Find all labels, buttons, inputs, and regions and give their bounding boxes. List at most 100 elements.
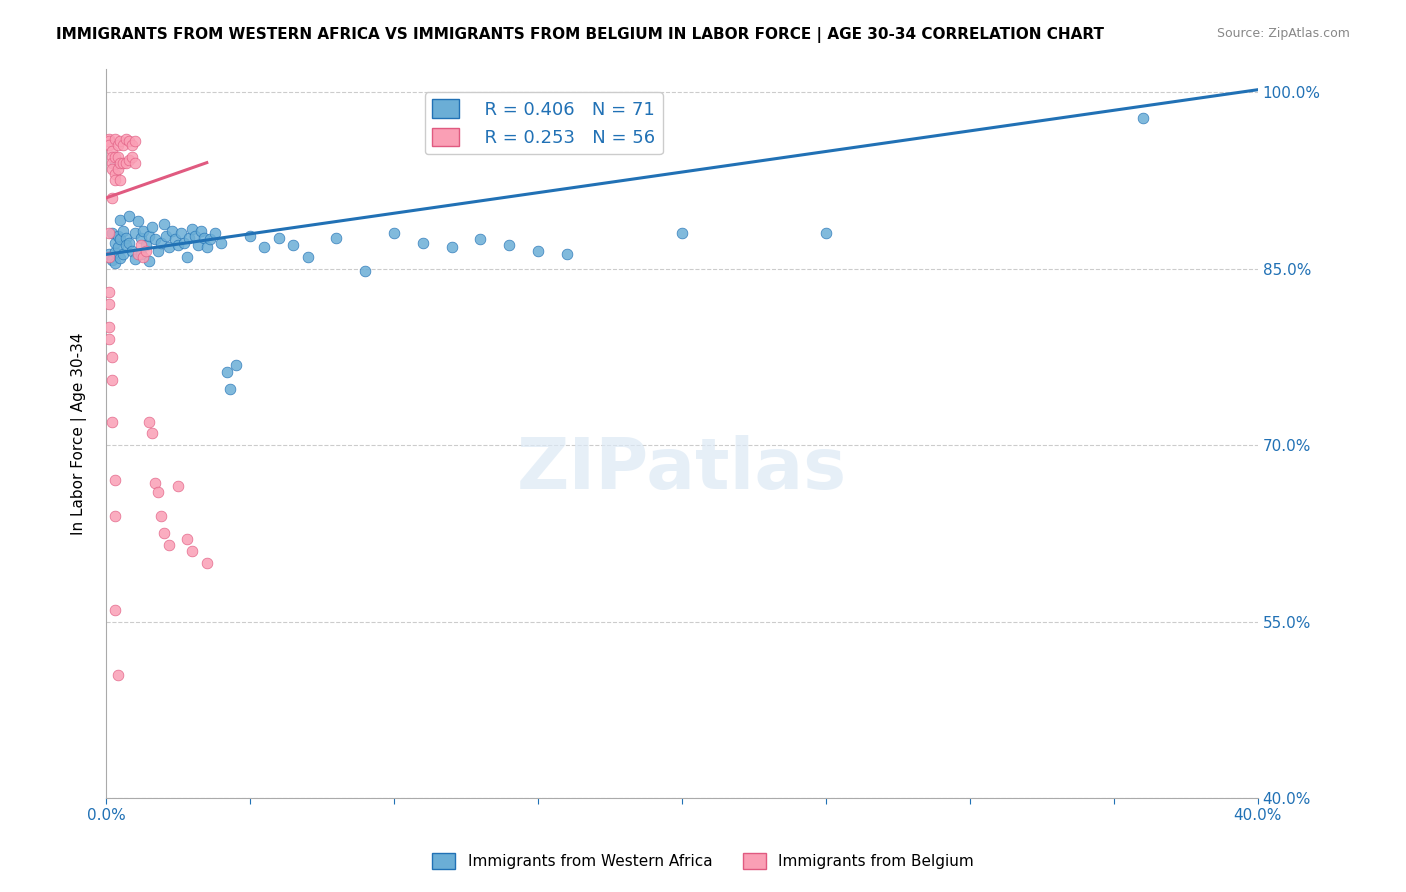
Point — [176, 250, 198, 264]
Point — [160, 224, 183, 238]
Point — [112, 247, 135, 261]
Point — [112, 155, 135, 169]
Point — [104, 235, 127, 250]
Point — [132, 250, 155, 264]
Point — [135, 244, 157, 258]
Point — [100, 253, 122, 268]
Point — [165, 232, 187, 246]
Point — [195, 240, 218, 254]
Point — [100, 150, 122, 164]
Point — [239, 228, 262, 243]
Text: Source: ZipAtlas.com: Source: ZipAtlas.com — [1216, 27, 1350, 40]
Point — [527, 244, 550, 258]
Point — [121, 150, 143, 164]
Point — [143, 475, 166, 490]
Text: ZIPatlas: ZIPatlas — [517, 435, 846, 504]
Point — [555, 247, 578, 261]
Point — [121, 138, 143, 153]
Point — [118, 153, 141, 168]
Point — [104, 150, 127, 164]
Point — [152, 526, 174, 541]
Point — [112, 138, 135, 153]
Point — [110, 251, 132, 265]
Point — [104, 245, 127, 260]
Point — [184, 228, 207, 243]
Point — [135, 238, 157, 252]
Point — [100, 415, 122, 429]
Point — [149, 508, 172, 523]
Point — [100, 155, 122, 169]
Point — [118, 235, 141, 250]
Point — [104, 168, 127, 182]
Point — [100, 226, 122, 240]
Point — [170, 226, 193, 240]
Point — [671, 226, 693, 240]
Point — [138, 415, 160, 429]
Point — [107, 240, 129, 254]
Point — [253, 240, 276, 254]
Point — [104, 155, 127, 169]
Point — [110, 173, 132, 187]
Point — [97, 250, 120, 264]
Point — [181, 221, 204, 235]
Point — [107, 161, 129, 176]
Point — [193, 231, 215, 245]
Point — [173, 235, 195, 250]
Point — [104, 255, 127, 269]
Point — [118, 209, 141, 223]
Point — [97, 332, 120, 346]
Point — [141, 220, 163, 235]
Point — [354, 264, 377, 278]
Point — [104, 132, 127, 146]
Point — [115, 155, 138, 169]
Point — [283, 238, 305, 252]
Point — [118, 135, 141, 149]
Point — [127, 214, 149, 228]
Point — [498, 238, 520, 252]
Point — [146, 485, 169, 500]
Point — [132, 224, 155, 238]
Point — [209, 235, 232, 250]
Point — [176, 532, 198, 546]
Point — [115, 231, 138, 245]
Point — [107, 228, 129, 243]
Point — [198, 232, 221, 246]
Text: IMMIGRANTS FROM WESTERN AFRICA VS IMMIGRANTS FROM BELGIUM IN LABOR FORCE | AGE 3: IMMIGRANTS FROM WESTERN AFRICA VS IMMIGR… — [56, 27, 1104, 43]
Point — [190, 224, 212, 238]
Point — [218, 382, 240, 396]
Point — [215, 365, 238, 379]
Point — [129, 238, 152, 252]
Point — [110, 232, 132, 246]
Point — [167, 479, 190, 493]
Point — [155, 228, 177, 243]
Point — [97, 297, 120, 311]
Point — [141, 426, 163, 441]
Point — [440, 240, 463, 254]
Point — [97, 135, 120, 149]
Point — [110, 155, 132, 169]
Point — [124, 135, 146, 149]
Point — [157, 538, 180, 552]
Point — [470, 232, 492, 246]
Point — [97, 285, 120, 299]
Point — [267, 231, 290, 245]
Point — [138, 254, 160, 268]
Point — [97, 226, 120, 240]
Point — [104, 508, 127, 523]
Point — [100, 144, 122, 158]
Point — [100, 191, 122, 205]
Point — [149, 235, 172, 250]
Point — [179, 231, 201, 245]
Point — [97, 247, 120, 261]
Point — [138, 228, 160, 243]
Point — [129, 231, 152, 245]
Point — [152, 217, 174, 231]
Point — [110, 213, 132, 227]
Point — [181, 544, 204, 558]
Point — [107, 667, 129, 681]
Point — [104, 474, 127, 488]
Point — [195, 556, 218, 570]
Point — [104, 603, 127, 617]
Point — [112, 224, 135, 238]
Point — [1132, 111, 1154, 125]
